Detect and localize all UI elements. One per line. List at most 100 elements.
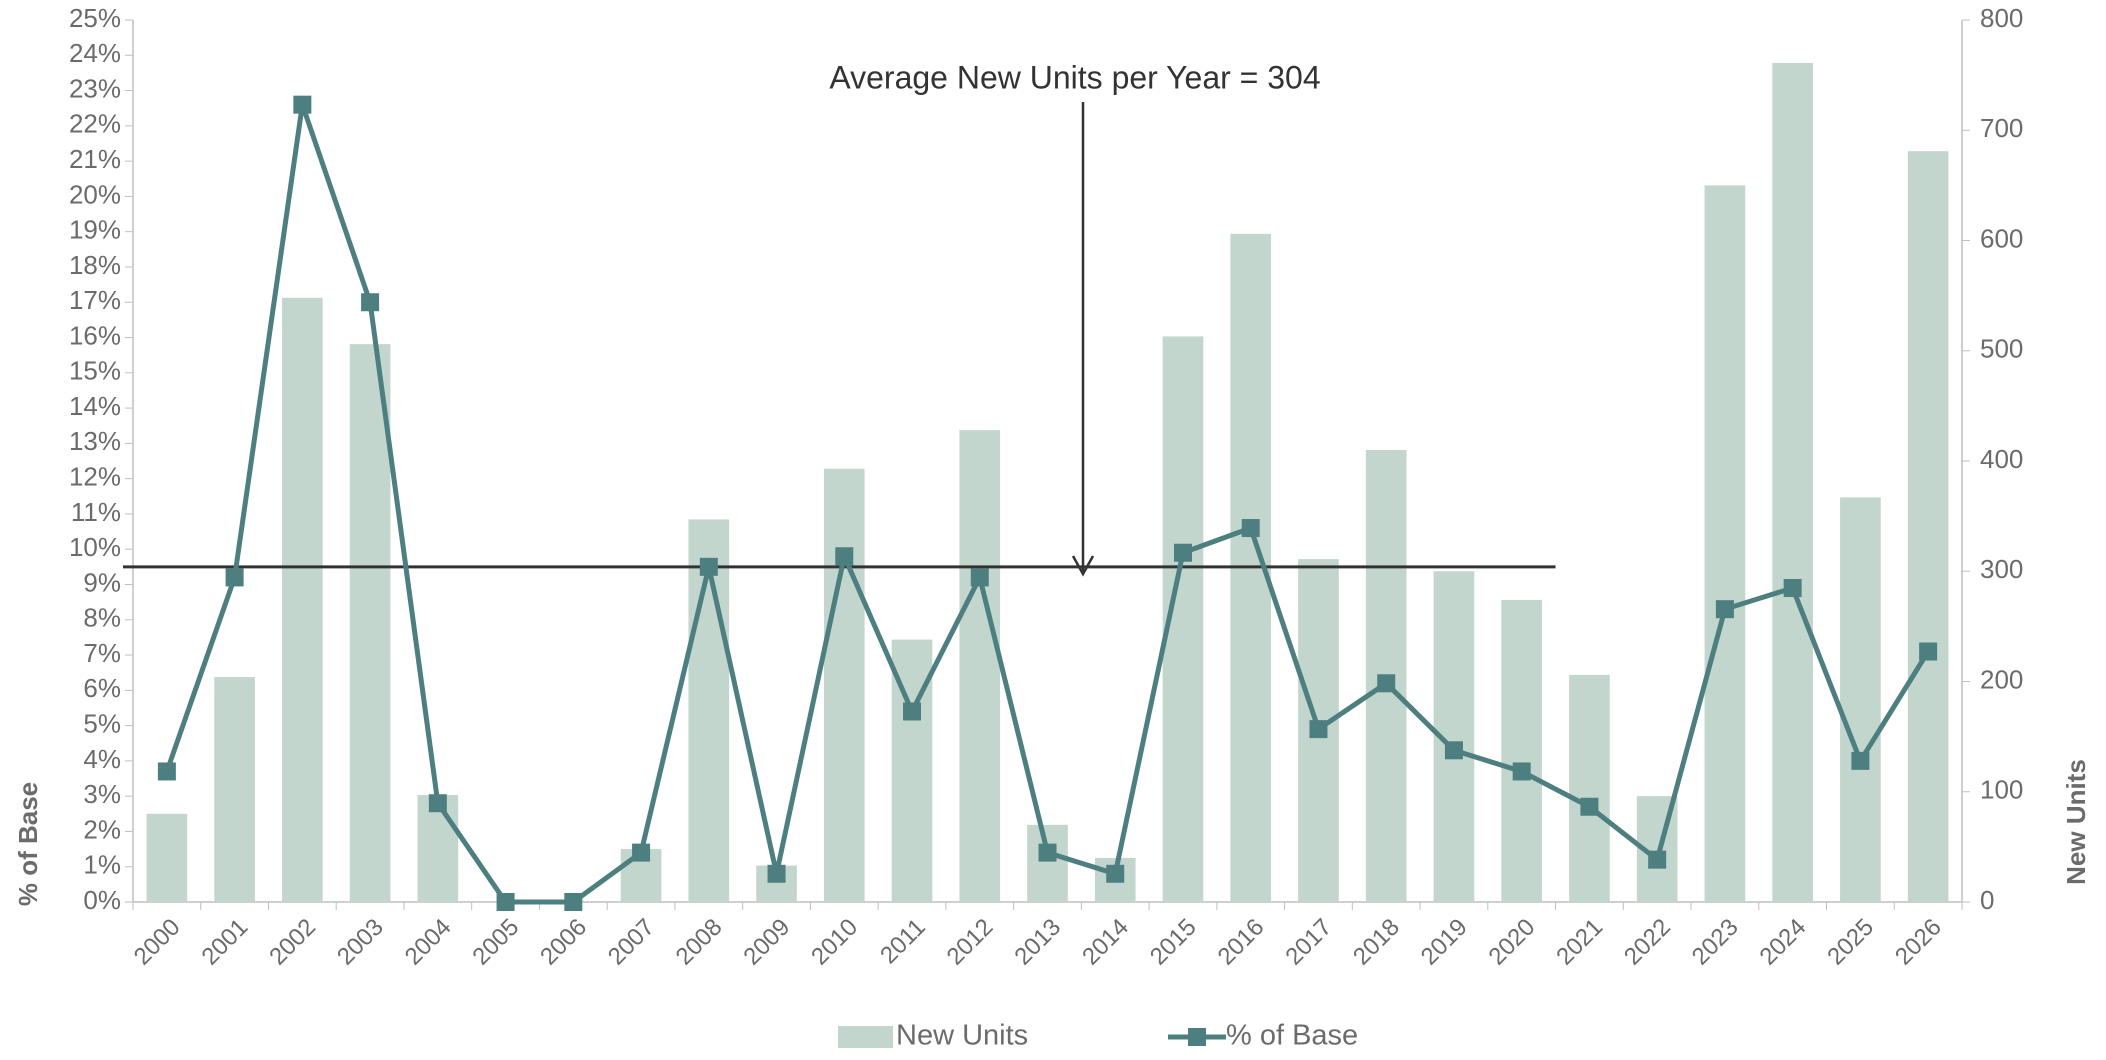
- point: [1648, 850, 1667, 869]
- point: [1444, 741, 1463, 760]
- y-tick-label: 20%: [69, 179, 121, 209]
- y2-tick-label: 400: [1980, 444, 2023, 474]
- x-tick-label: 2003: [332, 914, 389, 971]
- y-tick-label: 16%: [69, 320, 121, 350]
- x-tick-label: 2016: [1213, 914, 1270, 971]
- y-tick-label: 11%: [71, 497, 121, 527]
- y-tick-label: 24%: [69, 38, 121, 68]
- y-tick-label: 23%: [69, 73, 121, 103]
- y-tick-label: 21%: [69, 144, 121, 174]
- y2-tick-label: 800: [1980, 3, 2023, 33]
- x-tick-label: 2004: [400, 914, 457, 971]
- point: [157, 762, 176, 781]
- x-tick-label: 2015: [1145, 914, 1202, 971]
- y-tick-label: 9%: [83, 567, 121, 597]
- x-tick-label: 2012: [942, 914, 999, 971]
- x-tick-label: 2018: [1348, 914, 1405, 971]
- x-tick-label: 2024: [1755, 914, 1812, 971]
- point: [1851, 751, 1870, 770]
- y2-tick-label: 300: [1980, 554, 2023, 584]
- bar: [1704, 185, 1746, 902]
- legend-label: % of Base: [1226, 1020, 1358, 1052]
- point: [1715, 600, 1734, 619]
- y-tick-label: 5%: [83, 708, 121, 738]
- bar: [823, 468, 865, 902]
- annotation: Average New Units per Year = 304: [829, 59, 1320, 95]
- line: [164, 103, 1931, 905]
- y-tick-label: 22%: [69, 109, 121, 139]
- point: [1173, 543, 1192, 562]
- y-tick-label: 12%: [69, 462, 121, 492]
- legend-marker: [1188, 1028, 1206, 1046]
- point: [1241, 519, 1260, 538]
- bar: [349, 344, 391, 902]
- bar: [214, 677, 255, 902]
- bar: [959, 430, 1001, 902]
- y-tick-label: 3%: [83, 779, 121, 809]
- point: [835, 547, 854, 566]
- y2-tick-label: 500: [1980, 334, 2023, 364]
- x-tick-label: 2009: [738, 914, 795, 971]
- x-tick-label: 2020: [1484, 914, 1541, 971]
- legend-label: New Units: [896, 1020, 1028, 1052]
- point: [428, 794, 447, 813]
- y2-tick-label: 0: [1980, 885, 1994, 915]
- point: [767, 864, 786, 883]
- y2-tick-label: 200: [1980, 664, 2023, 694]
- bar: [1772, 62, 1813, 903]
- bar: [417, 795, 459, 902]
- legend-swatch: [838, 1026, 893, 1048]
- y-axis-title: % of Base: [13, 782, 43, 906]
- bar: [1027, 824, 1068, 902]
- bar: [282, 297, 323, 903]
- bar: [1907, 151, 1949, 902]
- y-tick-label: 0%: [83, 885, 121, 915]
- y2-tick-label: 600: [1980, 223, 2023, 253]
- point: [1512, 762, 1531, 781]
- x-tick-label: 2011: [875, 914, 931, 970]
- bar: [1501, 599, 1543, 902]
- bar: [1840, 497, 1881, 902]
- x-tick-label: 2017: [1280, 914, 1337, 971]
- bar: [1569, 674, 1610, 902]
- x-tick-label: 2006: [535, 914, 592, 971]
- x-tick-label: 2019: [1416, 914, 1473, 971]
- x-tick-label: 2014: [1077, 914, 1134, 971]
- y-tick-label: 8%: [83, 603, 121, 633]
- point: [361, 293, 380, 312]
- point: [1783, 579, 1802, 598]
- x-tick-label: 2000: [129, 914, 186, 971]
- x-tick-label: 2010: [806, 914, 863, 971]
- y-tick-label: 18%: [69, 250, 121, 280]
- point: [293, 95, 312, 114]
- point: [632, 843, 651, 862]
- x-tick-label: 2001: [196, 914, 253, 971]
- x-tick-label: 2005: [467, 914, 524, 971]
- y-tick-label: 15%: [69, 356, 121, 386]
- point: [1309, 720, 1328, 739]
- point: [1580, 797, 1599, 816]
- bar: [146, 813, 188, 902]
- point: [496, 893, 515, 911]
- x-tick-label: 2002: [264, 914, 321, 971]
- y-tick-label: 2%: [83, 814, 121, 844]
- x-tick-label: 2007: [603, 914, 660, 971]
- point: [970, 568, 989, 587]
- x-tick-label: 2023: [1687, 914, 1744, 971]
- y-tick-label: 6%: [83, 673, 121, 703]
- point: [699, 557, 718, 576]
- y-tick-label: 1%: [83, 850, 121, 880]
- y2-tick-label: 100: [1980, 775, 2023, 805]
- y-tick-label: 19%: [69, 215, 121, 245]
- y-tick-label: 10%: [69, 532, 121, 562]
- y2-tick-label: 700: [1980, 113, 2023, 143]
- x-tick-label: 2026: [1890, 914, 1947, 971]
- y-tick-label: 17%: [69, 285, 121, 315]
- y-tick-label: 25%: [69, 3, 121, 33]
- point: [1919, 642, 1938, 661]
- x-tick-label: 2013: [1009, 914, 1066, 971]
- point: [1038, 843, 1057, 862]
- x-tick-label: 2021: [1551, 914, 1608, 971]
- y-tick-label: 14%: [69, 391, 121, 421]
- y-tick-label: 13%: [69, 426, 121, 456]
